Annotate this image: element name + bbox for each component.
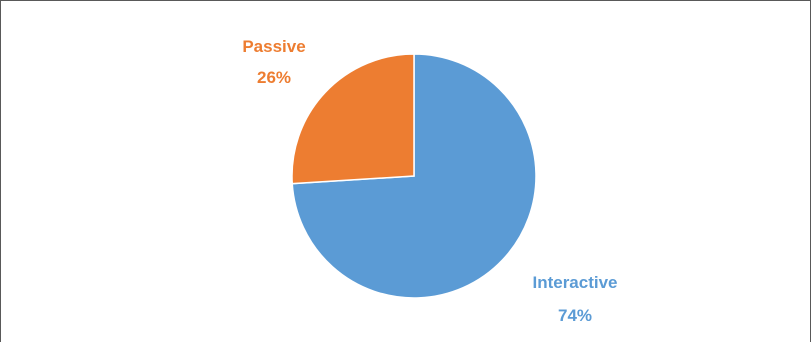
pie-slice-passive [291, 53, 415, 185]
slice-label-interactive-value: 74% [558, 306, 592, 325]
slice-label-interactive-name: Interactive [532, 273, 617, 292]
pie-labels: Interactive 74% Passive 26% [242, 37, 617, 325]
slice-label-passive-name: Passive [242, 37, 305, 56]
slice-label-passive-value: 26% [257, 68, 291, 87]
pie-slices [291, 53, 537, 299]
